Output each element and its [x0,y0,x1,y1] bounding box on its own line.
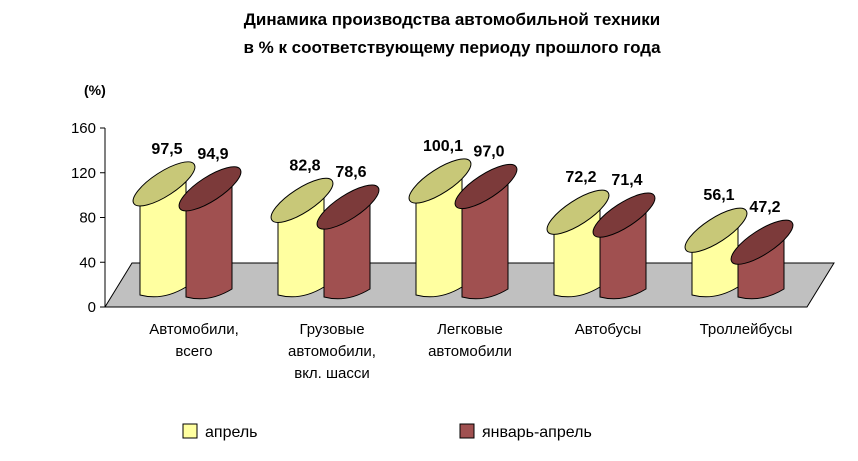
data-label: 94,9 [197,146,228,163]
category-label: Легковые автомобили [428,321,512,360]
data-label: 100,1 [423,138,463,155]
bar-top [178,166,242,212]
legend-swatch [182,423,198,439]
data-label: 56,1 [703,187,734,204]
legend-label: апрель [205,424,258,441]
bar-top [592,192,656,238]
bar [178,166,242,300]
category-label: Троллейбусы [700,321,793,338]
data-label: 97,5 [151,141,182,158]
y-tick-label: 80 [79,210,96,227]
y-tick-label: 120 [71,165,96,182]
data-label: 78,6 [335,164,366,181]
data-label: 47,2 [749,199,780,216]
bar-top [546,189,610,235]
bar-top [408,158,472,204]
category-label: Автомобили, всего [149,321,239,360]
y-tick-label: 0 [88,299,96,316]
bar [408,158,472,298]
bar-top [684,207,748,253]
category-label: Автобусы [575,321,642,338]
bar [132,161,196,298]
bar-top [132,161,196,207]
y-tick-label: 40 [79,254,96,271]
chart-title-line-1: Динамика производства автомобильной техн… [244,10,660,29]
bar-top [454,163,518,210]
y-unit-label: (%) [84,82,106,98]
data-label: 97,0 [473,143,504,160]
bar [684,207,748,298]
bar [316,184,380,300]
y-tick-label: 160 [71,120,96,137]
legend-label: январь-апрель [482,424,592,441]
bar [592,192,656,300]
bar [730,219,794,300]
bar-top [730,219,794,265]
bar [546,189,610,298]
chart-title-line-2: в % к соответствующему периоду прошлого … [243,38,661,57]
category-label: Грузовые автомобили, вкл. шасси [288,321,376,382]
bar-top [270,177,334,223]
data-label: 72,2 [565,169,596,186]
data-label: 71,4 [611,172,642,189]
legend-swatch [459,423,475,439]
bar-top [316,184,380,230]
bar [454,163,518,300]
data-label: 82,8 [289,157,320,174]
